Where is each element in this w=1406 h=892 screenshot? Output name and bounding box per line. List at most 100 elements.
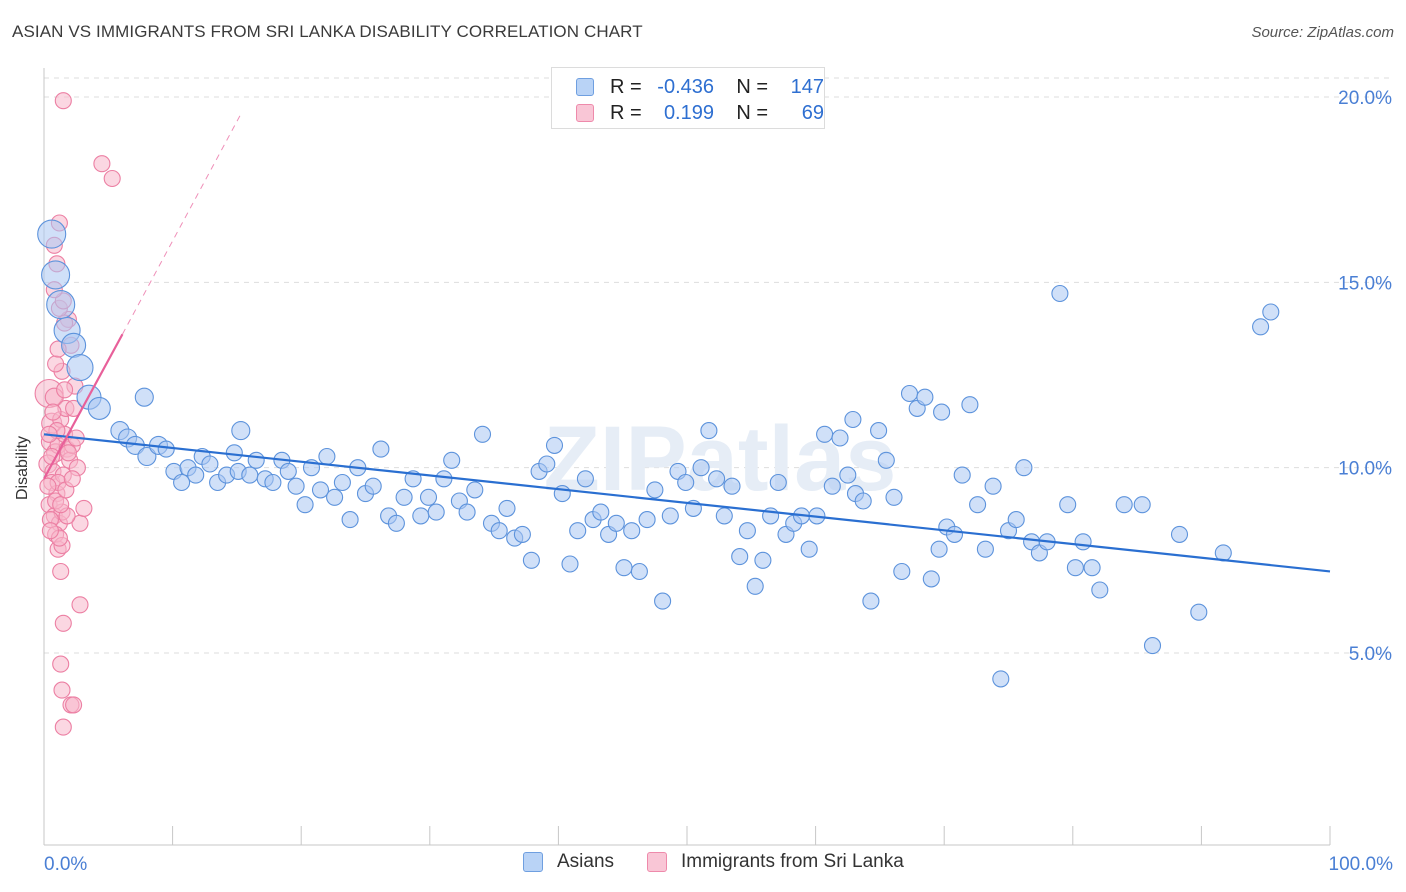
- sri-lanka-point: [52, 562, 70, 581]
- n-value: 147: [790, 75, 824, 98]
- asian-point: [318, 447, 336, 466]
- asian-point: [241, 466, 259, 484]
- sri-lanka-point: [63, 470, 81, 488]
- asian-point: [661, 507, 679, 525]
- legend-label-sri-lanka: Immigrants from Sri Lanka: [681, 851, 904, 872]
- asian-point: [1133, 496, 1151, 514]
- asian-point: [372, 440, 390, 458]
- sri-lanka-point: [75, 499, 93, 517]
- y-axis-title: Disability: [14, 435, 31, 500]
- asian-point: [1007, 511, 1025, 529]
- y-tick-label: 5.0%: [1349, 644, 1392, 665]
- asian-point: [646, 481, 664, 499]
- asian-point: [1262, 303, 1280, 321]
- series-legend: Asians Immigrants from Sri Lanka: [0, 851, 1406, 879]
- asian-point: [1083, 559, 1101, 577]
- asian-point: [900, 384, 919, 403]
- legend-label-asians: Asians: [557, 851, 615, 872]
- asian-point: [992, 670, 1010, 688]
- asian-point: [723, 477, 741, 495]
- asian-point: [885, 488, 903, 506]
- asian-point: [933, 403, 951, 421]
- asian-point: [264, 473, 282, 492]
- asian-point: [692, 459, 710, 477]
- x-tick-label: 100.0%: [1329, 854, 1394, 875]
- asian-point: [538, 455, 556, 473]
- asian-point: [638, 511, 656, 529]
- sri-lanka-point: [54, 614, 72, 632]
- asian-point: [623, 522, 641, 540]
- asian-point: [1190, 603, 1208, 621]
- asian-point: [862, 592, 880, 610]
- sri-lanka-point: [47, 355, 65, 373]
- asian-point: [66, 354, 94, 382]
- sri-lanka-point: [52, 655, 70, 673]
- asian-point: [854, 492, 872, 510]
- asian-point: [443, 451, 461, 469]
- asian-point: [839, 466, 857, 484]
- asian-point: [41, 260, 71, 290]
- legend-item-sri-lanka[interactable]: Immigrants from Sri Lanka: [647, 851, 904, 873]
- asian-point: [311, 481, 330, 499]
- sri-lanka-point: [93, 155, 111, 173]
- n-value: 69: [801, 101, 824, 124]
- asian-point: [473, 425, 492, 443]
- asian-point: [916, 388, 934, 406]
- sri-lanka-point: [44, 403, 62, 421]
- sri-lanka-point: [65, 696, 83, 714]
- sri-lanka-point: [103, 169, 121, 188]
- chart-title: ASIAN VS IMMIGRANTS FROM SRI LANKA DISAB…: [12, 22, 643, 41]
- sri-lanka-point: [71, 596, 89, 614]
- r-value: -0.436: [657, 75, 714, 98]
- asian-point: [247, 451, 265, 469]
- y-tick-label: 10.0%: [1338, 459, 1392, 480]
- asian-point: [279, 462, 297, 480]
- pink-swatch: [576, 104, 594, 122]
- asian-point: [1015, 459, 1033, 477]
- sri-lanka-point: [59, 444, 77, 462]
- asian-point: [513, 525, 531, 543]
- asian-point: [1066, 559, 1084, 577]
- asian-point: [844, 410, 862, 429]
- asian-point: [326, 488, 344, 506]
- sri-lanka-point: [54, 718, 72, 736]
- asian-point: [677, 473, 695, 492]
- asian-point: [576, 470, 594, 488]
- stats-legend: R = -0.436 N = 147 R = 0.199 N = 69: [551, 67, 825, 129]
- blue-swatch: [523, 852, 543, 872]
- sri-lanka-point: [56, 381, 74, 399]
- chart-source: Source: ZipAtlas.com: [1251, 24, 1394, 41]
- legend-item-asians[interactable]: Asians: [523, 851, 614, 873]
- sri-lanka-point: [52, 496, 70, 514]
- sri-lanka-trend-extension: [122, 111, 243, 335]
- asian-point: [1115, 496, 1133, 514]
- trend-lines: [43, 111, 1331, 573]
- asian-point: [961, 396, 979, 414]
- asian-point: [1170, 525, 1189, 543]
- asian-point: [1143, 637, 1162, 655]
- asian-point: [769, 473, 787, 492]
- asian-points: [37, 219, 1280, 688]
- y-tick-label: 20.0%: [1338, 88, 1392, 109]
- asian-point: [800, 540, 818, 558]
- r-value: 0.199: [663, 101, 714, 124]
- asian-point: [333, 473, 351, 492]
- asian-point: [630, 562, 648, 581]
- asian-point: [615, 559, 633, 577]
- asian-trend-line: [43, 433, 1331, 573]
- asian-point: [466, 481, 484, 499]
- asian-point: [1059, 496, 1077, 514]
- asian-point: [364, 477, 382, 495]
- asian-point: [225, 444, 243, 462]
- asian-point: [395, 488, 413, 506]
- tick-labels: 5.0% 10.0% 15.0% 20.0% 0.0% 100.0%: [44, 88, 1393, 875]
- asian-point: [187, 466, 205, 484]
- asian-point: [522, 551, 540, 569]
- sri-lanka-point: [54, 92, 72, 110]
- asian-point: [1051, 284, 1069, 303]
- asian-point: [545, 436, 564, 454]
- blue-swatch: [576, 78, 594, 96]
- asian-point: [715, 507, 733, 525]
- r-label: R =: [610, 75, 642, 98]
